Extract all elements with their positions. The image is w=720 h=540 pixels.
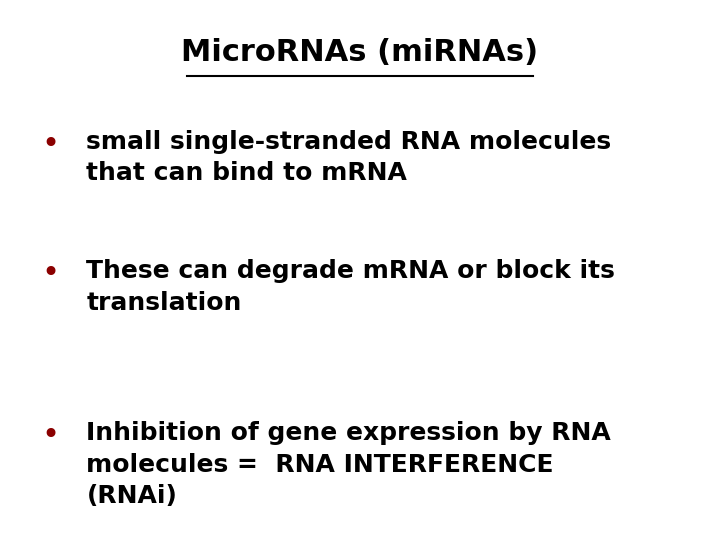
Text: •: • xyxy=(41,259,60,288)
Text: •: • xyxy=(41,421,60,450)
Text: •: • xyxy=(41,130,60,159)
Text: These can degrade mRNA or block its
translation: These can degrade mRNA or block its tran… xyxy=(86,259,616,315)
Text: Inhibition of gene expression by RNA
molecules =  RNA INTERFERENCE
(RNAi): Inhibition of gene expression by RNA mol… xyxy=(86,421,611,508)
Text: small single-stranded RNA molecules
that can bind to mRNA: small single-stranded RNA molecules that… xyxy=(86,130,611,185)
Text: MicroRNAs (miRNAs): MicroRNAs (miRNAs) xyxy=(181,38,539,67)
